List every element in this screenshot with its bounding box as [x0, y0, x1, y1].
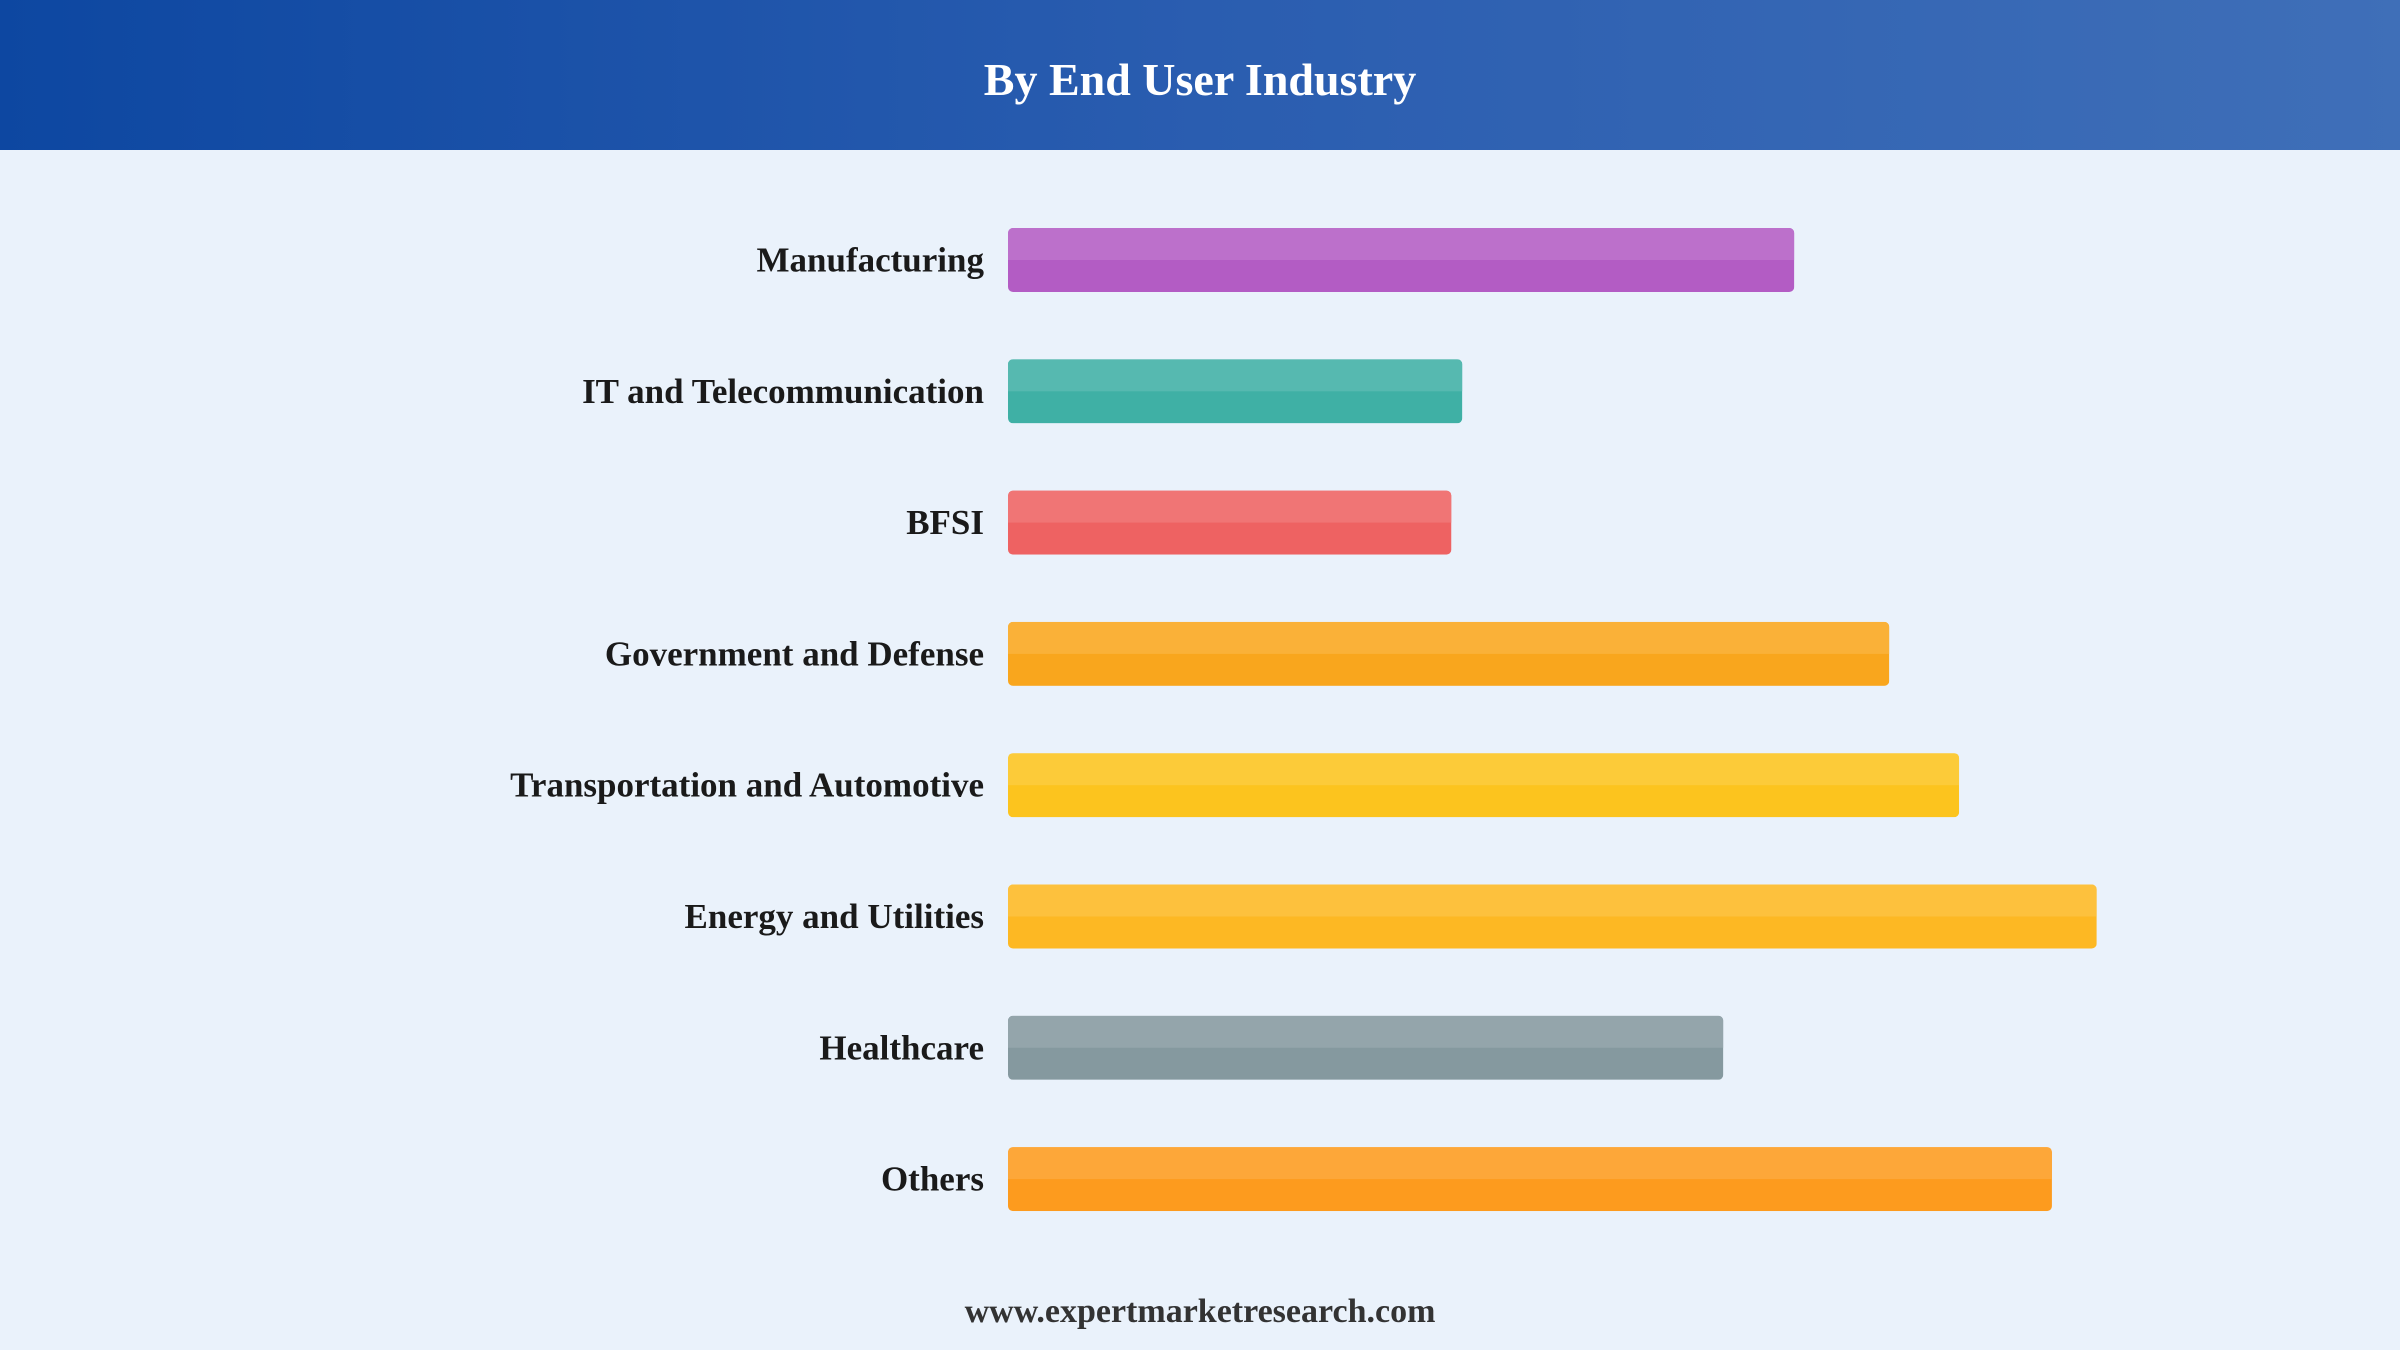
bar-healthcare: [1008, 1015, 1724, 1080]
bar-government-and-defense: [1008, 621, 1890, 686]
bar-highlight-manufacturing: [1008, 228, 1795, 260]
bar-others: [1008, 1147, 2052, 1212]
bar-highlight-government-and-defense: [1008, 621, 1890, 654]
bar-bfsi: [1008, 490, 1452, 555]
chart-title: By End User Industry: [983, 54, 1417, 105]
bar-highlight-others: [1008, 1147, 2052, 1180]
bar-transportation-and-automotive: [1008, 753, 1960, 818]
bar-highlight-healthcare: [1008, 1015, 1724, 1048]
category-label-energy-and-utilities: Energy and Utilities: [685, 897, 984, 936]
bar-highlight-it-and-telecommunication: [1008, 359, 1463, 392]
header-banner: By End User Industry: [0, 0, 2400, 150]
source-url: www.expertmarketresearch.com: [964, 1293, 1436, 1330]
category-label-manufacturing: Manufacturing: [757, 241, 985, 280]
bar-highlight-transportation-and-automotive: [1008, 753, 1960, 786]
category-label-bfsi: BFSI: [906, 503, 984, 542]
category-label-government-and-defense: Government and Defense: [605, 634, 984, 673]
category-label-it-and-telecommunication: IT and Telecommunication: [582, 372, 984, 411]
bars: [1008, 228, 2097, 1212]
bar-energy-and-utilities: [1008, 884, 2097, 949]
category-label-transportation-and-automotive: Transportation and Automotive: [510, 766, 984, 805]
category-labels: Manufacturing IT and Telecommunication BFS…: [510, 241, 984, 1199]
category-label-healthcare: Healthcare: [819, 1028, 984, 1067]
bar-chart: Manufacturing IT and Telecommunication BFS…: [510, 228, 2097, 1212]
category-label-others: Others: [881, 1160, 984, 1199]
bar-highlight-energy-and-utilities: [1008, 884, 2097, 917]
bar-highlight-bfsi: [1008, 490, 1452, 523]
bar-manufacturing: [1008, 228, 1795, 292]
bar-it-and-telecommunication: [1008, 359, 1463, 424]
